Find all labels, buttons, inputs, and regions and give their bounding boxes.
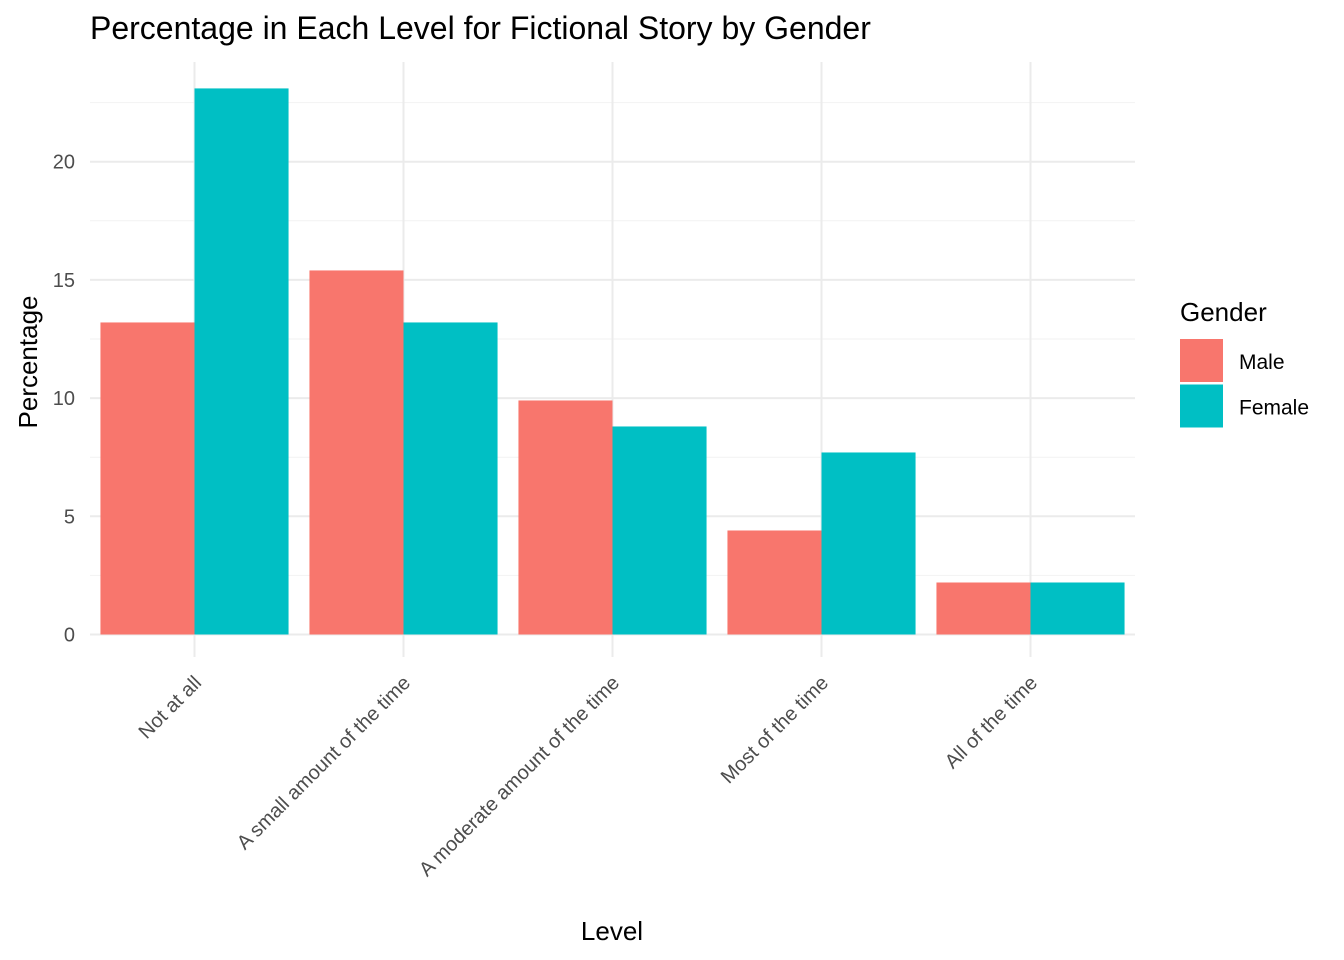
bar-female-1 bbox=[194, 88, 289, 635]
x-tick-label: All of the time bbox=[941, 672, 1042, 773]
legend-title: Gender bbox=[1180, 297, 1267, 327]
x-tick-label: Most of the time bbox=[717, 672, 833, 788]
bar-female-2 bbox=[403, 322, 498, 635]
x-tick-label: A moderate amount of the time bbox=[415, 672, 624, 881]
bar-male-4 bbox=[727, 530, 822, 635]
bar-female-5 bbox=[1030, 582, 1125, 635]
chart-title: Percentage in Each Level for Fictional S… bbox=[90, 10, 871, 46]
y-tick-label: 15 bbox=[53, 270, 75, 292]
legend: Gender Male Female bbox=[1180, 297, 1309, 428]
bar-female-3 bbox=[612, 426, 707, 635]
bar-male-1 bbox=[100, 322, 195, 635]
x-axis-title: Level bbox=[581, 916, 643, 946]
bars bbox=[100, 88, 1125, 635]
legend-key-male bbox=[1180, 339, 1223, 382]
y-tick-label: 5 bbox=[64, 506, 75, 528]
legend-items: Male Female bbox=[1180, 339, 1309, 428]
legend-label-male: Male bbox=[1239, 351, 1285, 374]
bar-male-5 bbox=[936, 582, 1031, 635]
bar-male-2 bbox=[309, 270, 404, 635]
x-tick-label: Not at all bbox=[135, 672, 206, 743]
x-axis-ticks: Not at all A small amount of the time A mo… bbox=[135, 672, 1042, 881]
legend-label-female: Female bbox=[1239, 397, 1309, 420]
y-axis-ticks: 0 5 10 15 20 bbox=[53, 152, 75, 647]
y-tick-label: 20 bbox=[53, 152, 75, 174]
y-tick-label: 0 bbox=[64, 625, 75, 647]
y-tick-label: 10 bbox=[53, 388, 75, 410]
y-axis-title: Percentage bbox=[13, 296, 43, 429]
legend-key-female bbox=[1180, 384, 1223, 428]
bar-female-4 bbox=[821, 452, 916, 635]
x-tick-label: A small amount of the time bbox=[233, 672, 415, 854]
bar-male-3 bbox=[518, 400, 613, 635]
